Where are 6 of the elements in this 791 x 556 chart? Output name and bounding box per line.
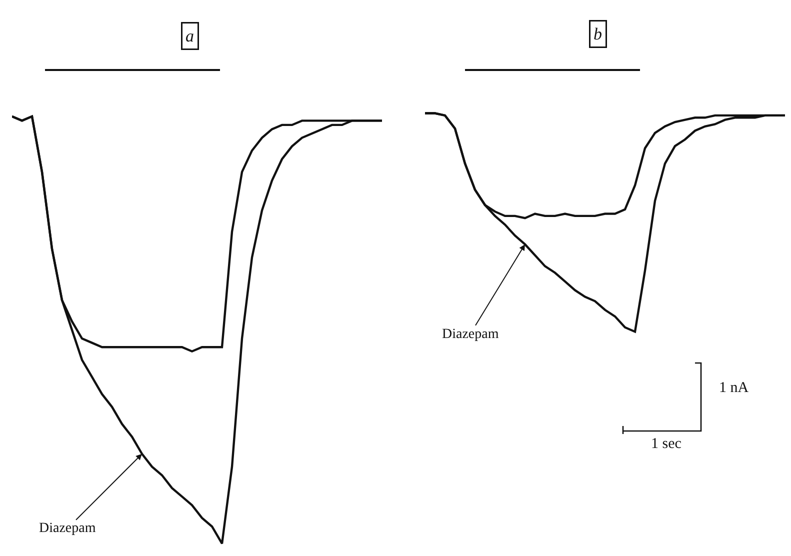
chart-title: b [594,24,602,44]
text: 1 sec [651,436,682,452]
text: Diazepam [442,327,499,342]
text: Diazepam [39,521,96,536]
chart-title: a [186,26,194,46]
text: 1 nA [719,380,749,396]
